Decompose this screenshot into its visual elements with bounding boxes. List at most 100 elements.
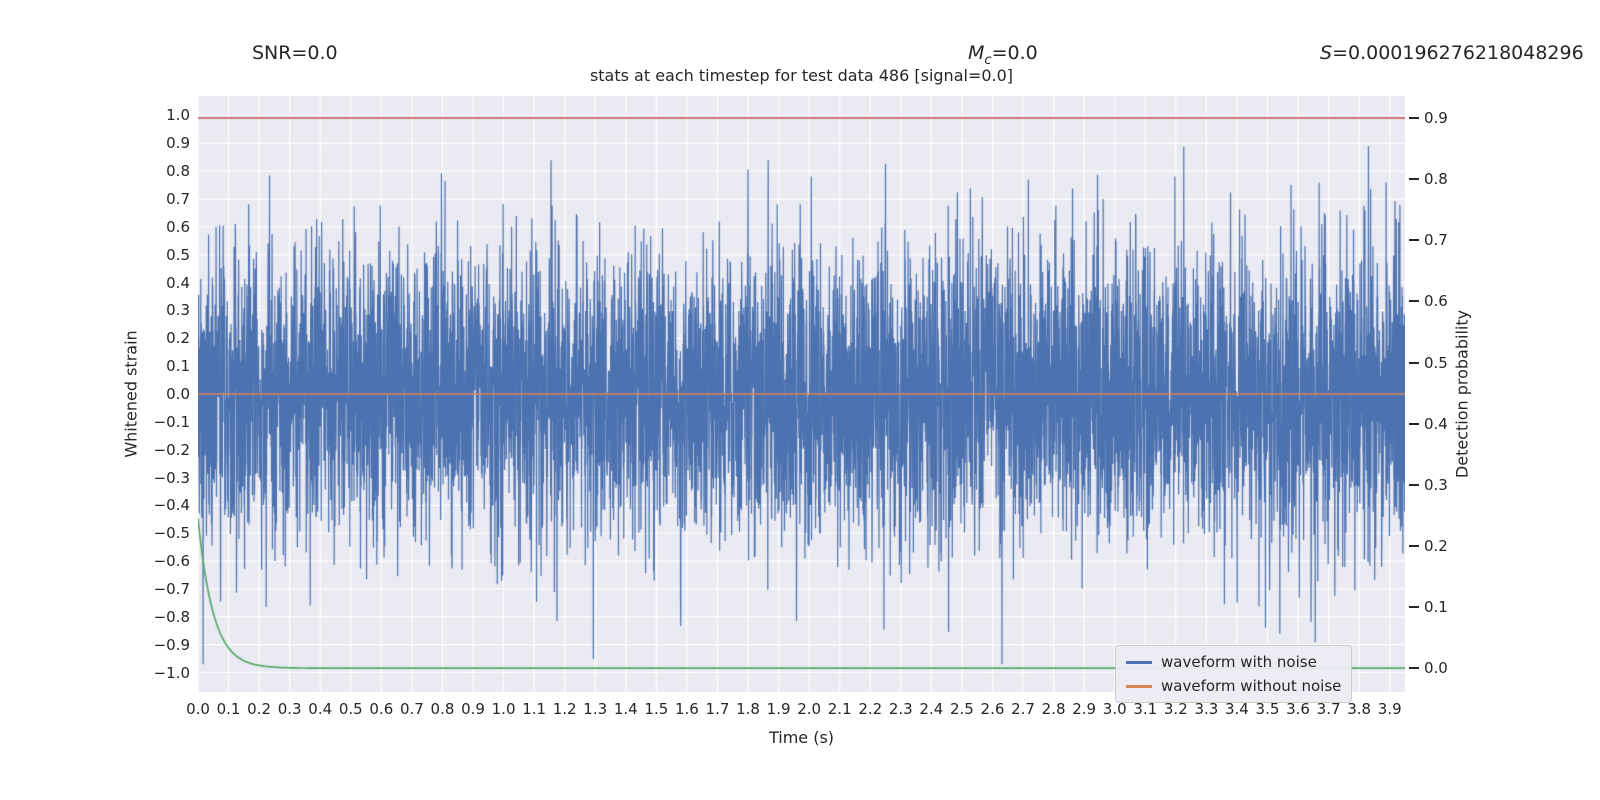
y-tick-label-left: 0.3 xyxy=(166,301,190,320)
right-tick-text: 0.5 xyxy=(1424,353,1448,372)
x-tick-label: 3.5 xyxy=(1255,700,1280,718)
y-tick-label-right: 0.0 xyxy=(1409,658,1448,678)
x-tick-label: 2.9 xyxy=(1072,700,1097,718)
x-tick-label: 1.9 xyxy=(766,700,791,718)
x-tick-label: 3.1 xyxy=(1133,700,1158,718)
right-tick-text: 0.7 xyxy=(1424,231,1448,250)
x-tick-label: 0.2 xyxy=(247,700,272,718)
x-tick-label: 3.0 xyxy=(1102,700,1127,718)
x-tick-label: 3.6 xyxy=(1286,700,1310,718)
right-tick-mark xyxy=(1409,544,1419,547)
right-tick-mark xyxy=(1409,117,1419,119)
y-tick-label-right: 0.4 xyxy=(1409,414,1448,434)
x-tick-label: 3.7 xyxy=(1316,700,1341,718)
x-tick-label: 0.4 xyxy=(308,700,333,718)
y-tick-label-left: 0.6 xyxy=(166,217,190,236)
x-tick-label: 0.8 xyxy=(430,700,455,718)
right-tick-text: 0.9 xyxy=(1424,109,1448,127)
legend: waveform with noise waveform without nois… xyxy=(1115,645,1353,703)
chirp-mass-subscript: c xyxy=(984,52,992,68)
legend-line-sample xyxy=(1126,684,1152,688)
y-tick-label-left: 0.0 xyxy=(166,385,190,403)
y-tick-label-left: 0.1 xyxy=(166,357,190,376)
x-tick-label: 1.5 xyxy=(644,700,669,718)
chirp-mass-value: =0.0 xyxy=(991,42,1038,64)
y-tick-label-left: −0.6 xyxy=(153,552,190,571)
legend-entry-label: waveform with noise xyxy=(1161,653,1317,671)
x-tick-label: 1.6 xyxy=(674,700,699,718)
y-tick-label-right: 0.8 xyxy=(1409,169,1448,189)
s-symbol: S xyxy=(1320,42,1333,64)
x-tick-label: 2.4 xyxy=(919,700,944,718)
chart-title: stats at each timestep for test data 486… xyxy=(589,66,1014,85)
right-tick-text: 0.6 xyxy=(1424,292,1448,311)
legend-line-sample xyxy=(1126,660,1152,664)
x-tick-label: 3.8 xyxy=(1347,700,1372,718)
x-tick-label: 2.1 xyxy=(827,700,852,718)
right-tick-text: 0.0 xyxy=(1424,659,1448,678)
y-tick-label-right: 0.5 xyxy=(1409,353,1448,373)
y-tick-label-left: −0.9 xyxy=(153,635,190,654)
right-tick-mark xyxy=(1409,606,1419,609)
y-tick-label-left: 0.8 xyxy=(166,162,190,181)
x-tick-label: 1.8 xyxy=(736,700,760,718)
x-tick-label: 1.4 xyxy=(613,700,638,718)
right-tick-text: 0.4 xyxy=(1424,414,1448,433)
right-tick-mark xyxy=(1409,300,1419,303)
y-tick-label-left: −0.5 xyxy=(153,524,190,543)
x-tick-label: 3.4 xyxy=(1224,700,1249,718)
x-tick-label: 3.2 xyxy=(1163,700,1188,718)
y-tick-label-right: 0.6 xyxy=(1409,291,1448,311)
right-tick-mark xyxy=(1409,239,1419,242)
y-tick-label-left: −0.8 xyxy=(153,607,190,626)
x-tick-label: 2.6 xyxy=(980,700,1005,718)
annotation-snr: SNR=0.0 xyxy=(252,42,338,64)
x-tick-label: 1.7 xyxy=(705,700,730,718)
y-tick-label-right: 0.7 xyxy=(1409,230,1448,250)
x-tick-label: 0.0 xyxy=(186,700,210,718)
x-tick-label: 0.1 xyxy=(216,700,241,718)
y-tick-label-left: 0.5 xyxy=(166,245,190,264)
x-tick-label: 0.9 xyxy=(461,700,485,718)
y-tick-label-left: 0.4 xyxy=(166,273,190,292)
x-tick-label: 2.3 xyxy=(888,700,913,718)
y-tick-label-left: −1.0 xyxy=(153,663,190,682)
right-tick-text: 0.1 xyxy=(1424,598,1448,617)
y-tick-label-right: 0.1 xyxy=(1409,597,1448,617)
x-tick-label: 1.0 xyxy=(491,700,516,718)
x-tick-label: 1.2 xyxy=(552,700,577,718)
y-tick-label-left: 1.0 xyxy=(166,106,190,125)
y-tick-label-left: 0.9 xyxy=(166,134,190,153)
right-tick-mark xyxy=(1409,178,1419,181)
right-tick-text: 0.3 xyxy=(1424,475,1448,494)
y-tick-label-left: −0.1 xyxy=(153,412,190,431)
y-tick-label-left: 0.7 xyxy=(166,190,190,209)
y-tick-label-right: 0.3 xyxy=(1409,475,1448,495)
x-tick-label: 2.8 xyxy=(1041,700,1066,718)
chirp-mass-symbol: M xyxy=(968,42,985,64)
y-tick-label-left: −0.3 xyxy=(153,468,190,487)
x-tick-label: 0.6 xyxy=(369,700,394,718)
x-tick-label: 2.7 xyxy=(1011,700,1035,718)
y-tick-label-left: 0.2 xyxy=(166,329,190,348)
y-tick-label-right: 0.2 xyxy=(1409,536,1448,556)
x-tick-label: 0.3 xyxy=(277,700,302,718)
annotation-chirp-mass: Mc=0.0 xyxy=(968,42,1038,68)
x-tick-label: 1.3 xyxy=(583,700,608,718)
s-value: =0.000196276218048296 xyxy=(1332,42,1584,64)
right-tick-mark xyxy=(1409,361,1419,364)
x-tick-label: 0.5 xyxy=(338,700,363,718)
y-axis-label-right: Detection probability xyxy=(1452,309,1472,479)
x-axis-label: Time (s) xyxy=(768,728,835,747)
right-tick-text: 0.8 xyxy=(1424,170,1448,189)
legend-entry: waveform with noise xyxy=(1126,653,1341,671)
x-tick-label: 0.7 xyxy=(399,700,424,718)
y-tick-label-left: −0.7 xyxy=(153,579,190,598)
y-tick-label-left: −0.4 xyxy=(153,496,190,515)
right-tick-text: 0.2 xyxy=(1424,536,1448,555)
annotation-s-value: S=0.000196276218048296 xyxy=(1320,42,1584,64)
plot-canvas xyxy=(198,96,1405,692)
x-tick-label: 3.3 xyxy=(1194,700,1219,718)
x-tick-label: 3.9 xyxy=(1377,700,1402,718)
